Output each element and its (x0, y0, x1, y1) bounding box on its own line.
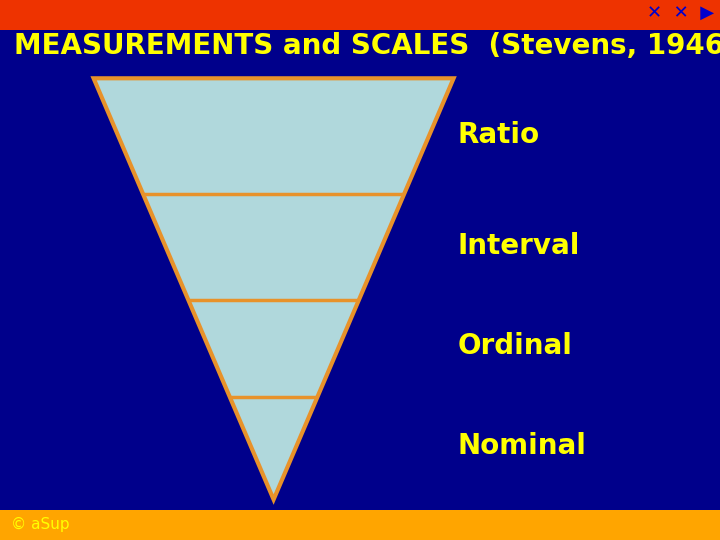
Text: MEASUREMENTS and SCALES  (Stevens, 1946): MEASUREMENTS and SCALES (Stevens, 1946) (14, 32, 720, 60)
Text: ✕  ✕  ▶: ✕ ✕ ▶ (647, 4, 714, 23)
Bar (0, 510, 720, 540)
Text: © aSup: © aSup (11, 517, 69, 532)
Text: Ordinal: Ordinal (457, 332, 572, 360)
Polygon shape (94, 78, 454, 500)
Text: Interval: Interval (457, 232, 580, 260)
Bar (0, 0, 720, 30)
Text: Ratio: Ratio (457, 121, 539, 149)
Text: Nominal: Nominal (457, 431, 586, 460)
